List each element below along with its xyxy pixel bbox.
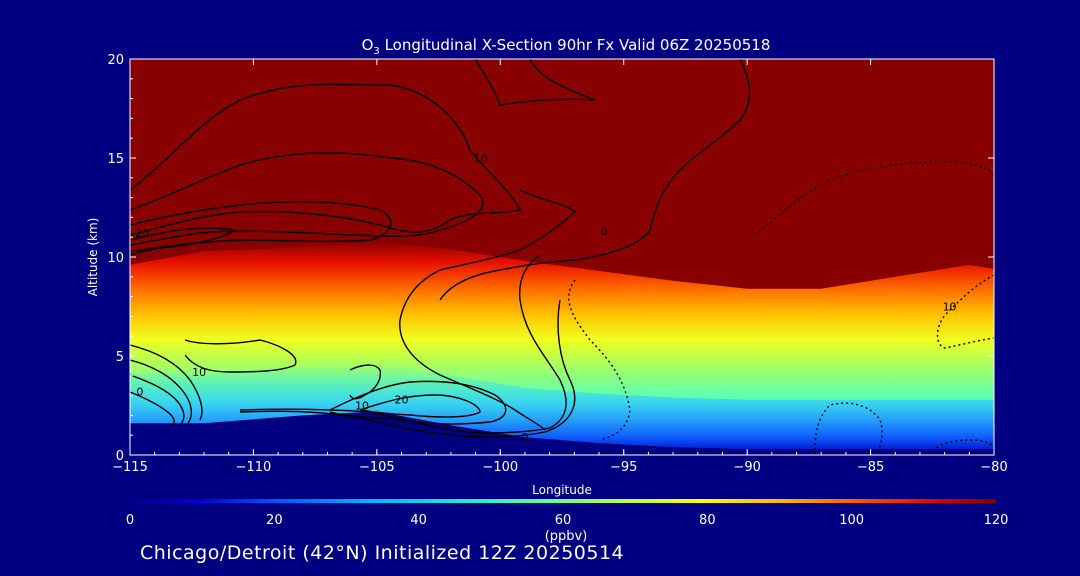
title-rest: Longitudinal X-Section 90hr Fx Valid 06Z… xyxy=(380,36,771,54)
contour-line xyxy=(130,152,484,246)
x-tick-label: −80 xyxy=(980,460,1007,475)
contour-line xyxy=(329,380,507,425)
contour-line xyxy=(239,254,567,434)
colorbar-tick-label: 60 xyxy=(555,513,572,528)
contour-line xyxy=(239,299,576,438)
contour-line xyxy=(130,83,522,236)
x-tick-label: −90 xyxy=(733,460,760,475)
chart-title: O3 Longitudinal X-Section 90hr Fx Valid … xyxy=(362,36,771,57)
colorbar-ticks: 0 20 40 60 80 100 120 xyxy=(126,513,1009,528)
contour-label: 20 xyxy=(395,394,409,407)
contour-line xyxy=(399,319,546,431)
contour-line xyxy=(130,359,193,424)
colorbar xyxy=(130,499,996,503)
colorbar-label: (ppbv) xyxy=(545,529,588,544)
contour-line xyxy=(929,439,994,455)
colorbar-tick-label: 120 xyxy=(984,513,1009,528)
contour-line xyxy=(130,201,392,253)
y-axis: 0 5 10 15 20 xyxy=(107,53,994,464)
contour-label: 10 xyxy=(192,366,206,379)
contour-line xyxy=(130,344,203,421)
contour-label: 10 xyxy=(943,300,957,313)
colorbar-tick-label: 20 xyxy=(266,513,283,528)
colorbar-tick-label: 40 xyxy=(410,513,427,528)
x-tick-label: −95 xyxy=(610,460,637,475)
contour-line xyxy=(130,391,175,427)
x-tick-label: −115 xyxy=(112,460,148,475)
x-tick-label: −85 xyxy=(857,460,884,475)
contour-line xyxy=(814,402,883,455)
contour-label: 0 xyxy=(600,225,607,238)
plot-area: 10 20 0 10 10 0 10 20 0 xyxy=(130,59,994,455)
contour-lines xyxy=(130,59,751,438)
contour-label: 20 xyxy=(135,227,149,240)
contour-line xyxy=(130,227,237,256)
colorbar-tick-label: 80 xyxy=(699,513,716,528)
terrain-mask xyxy=(130,411,994,455)
contour-label: 10 xyxy=(474,152,488,165)
x-tick-label: −110 xyxy=(236,460,272,475)
contour-line xyxy=(936,274,994,349)
y-tick-label: 0 xyxy=(116,449,124,464)
x-tick-label: −105 xyxy=(359,460,395,475)
contour-line xyxy=(568,279,631,441)
contour-line xyxy=(359,394,481,418)
x-axis: −115 −110 −105 −100 −95 −90 −85 −80 xyxy=(112,59,1008,475)
contour-line xyxy=(474,59,596,106)
title-species: O xyxy=(362,36,374,54)
colorbar-tick-label: 0 xyxy=(126,513,134,528)
y-tick-label: 5 xyxy=(116,350,124,365)
y-tick-label: 20 xyxy=(107,53,124,68)
y-tick-label: 10 xyxy=(107,251,124,266)
init-footer: Chicago/Detroit (42°N) Initialized 12Z 2… xyxy=(140,542,625,564)
y-tick-label: 15 xyxy=(107,152,124,167)
contour-line xyxy=(130,374,185,426)
colorbar-tick-label: 100 xyxy=(839,513,864,528)
contour-labels: 10 20 0 10 10 0 10 20 0 xyxy=(135,152,956,444)
x-tick-label: −100 xyxy=(482,460,518,475)
contour-line xyxy=(754,160,994,236)
contour-label: 10 xyxy=(355,399,369,412)
contour-label: 0 xyxy=(521,431,528,444)
title-subscript: 3 xyxy=(373,46,379,57)
x-axis-label: Longitude xyxy=(532,483,592,497)
contour-line xyxy=(184,339,297,373)
y-axis-label: Altitude (km) xyxy=(86,218,100,297)
dotted-contours xyxy=(568,160,994,455)
contour-line xyxy=(399,189,576,321)
contour-line xyxy=(439,59,751,301)
contour-label: 0 xyxy=(136,386,143,399)
